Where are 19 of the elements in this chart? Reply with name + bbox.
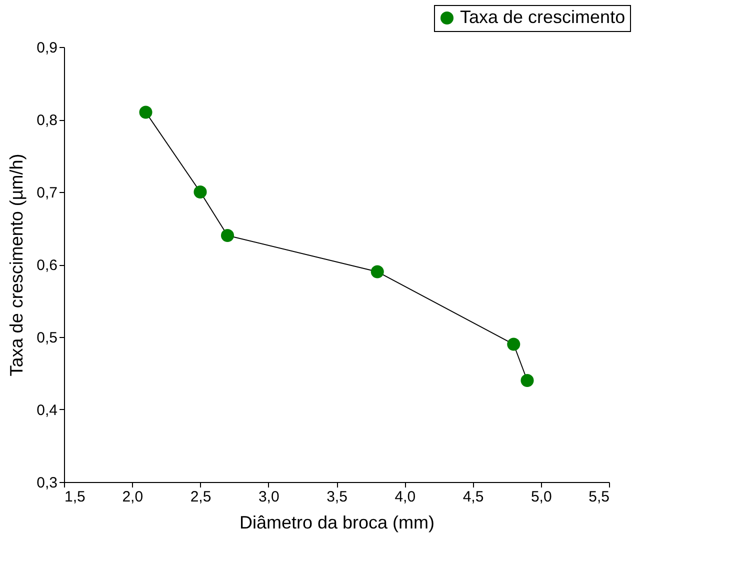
y-tick-label: 0,5 [36, 330, 58, 346]
x-tick-label: 4,5 [462, 488, 484, 506]
x-tick-label: 3,5 [326, 488, 348, 506]
y-tick-label: 0,7 [36, 184, 58, 202]
x-tick-label: 1,5 [64, 488, 86, 506]
y-tick-label: 0,6 [36, 257, 58, 274]
x-tick-label: 5,0 [530, 488, 552, 506]
legend-label: Taxa de crescimento [460, 7, 626, 27]
y-tick-label: 0,3 [36, 474, 58, 492]
x-tick-label: 3,0 [258, 488, 280, 506]
x-tick-label: 4,0 [394, 488, 416, 506]
x-tick-label: 2,5 [190, 488, 212, 506]
x-tick-label: 2,0 [122, 488, 144, 506]
y-axis-title: Taxa de crescimento (µm/h) [6, 154, 27, 376]
x-axis-title: Diâmetro da broca (mm) [239, 512, 435, 532]
x-tick-label: 5,5 [588, 488, 610, 506]
y-tick-label: 0,4 [36, 402, 58, 419]
y-tick-label: 0,9 [36, 40, 58, 56]
y-tick-label: 0,8 [36, 112, 58, 129]
